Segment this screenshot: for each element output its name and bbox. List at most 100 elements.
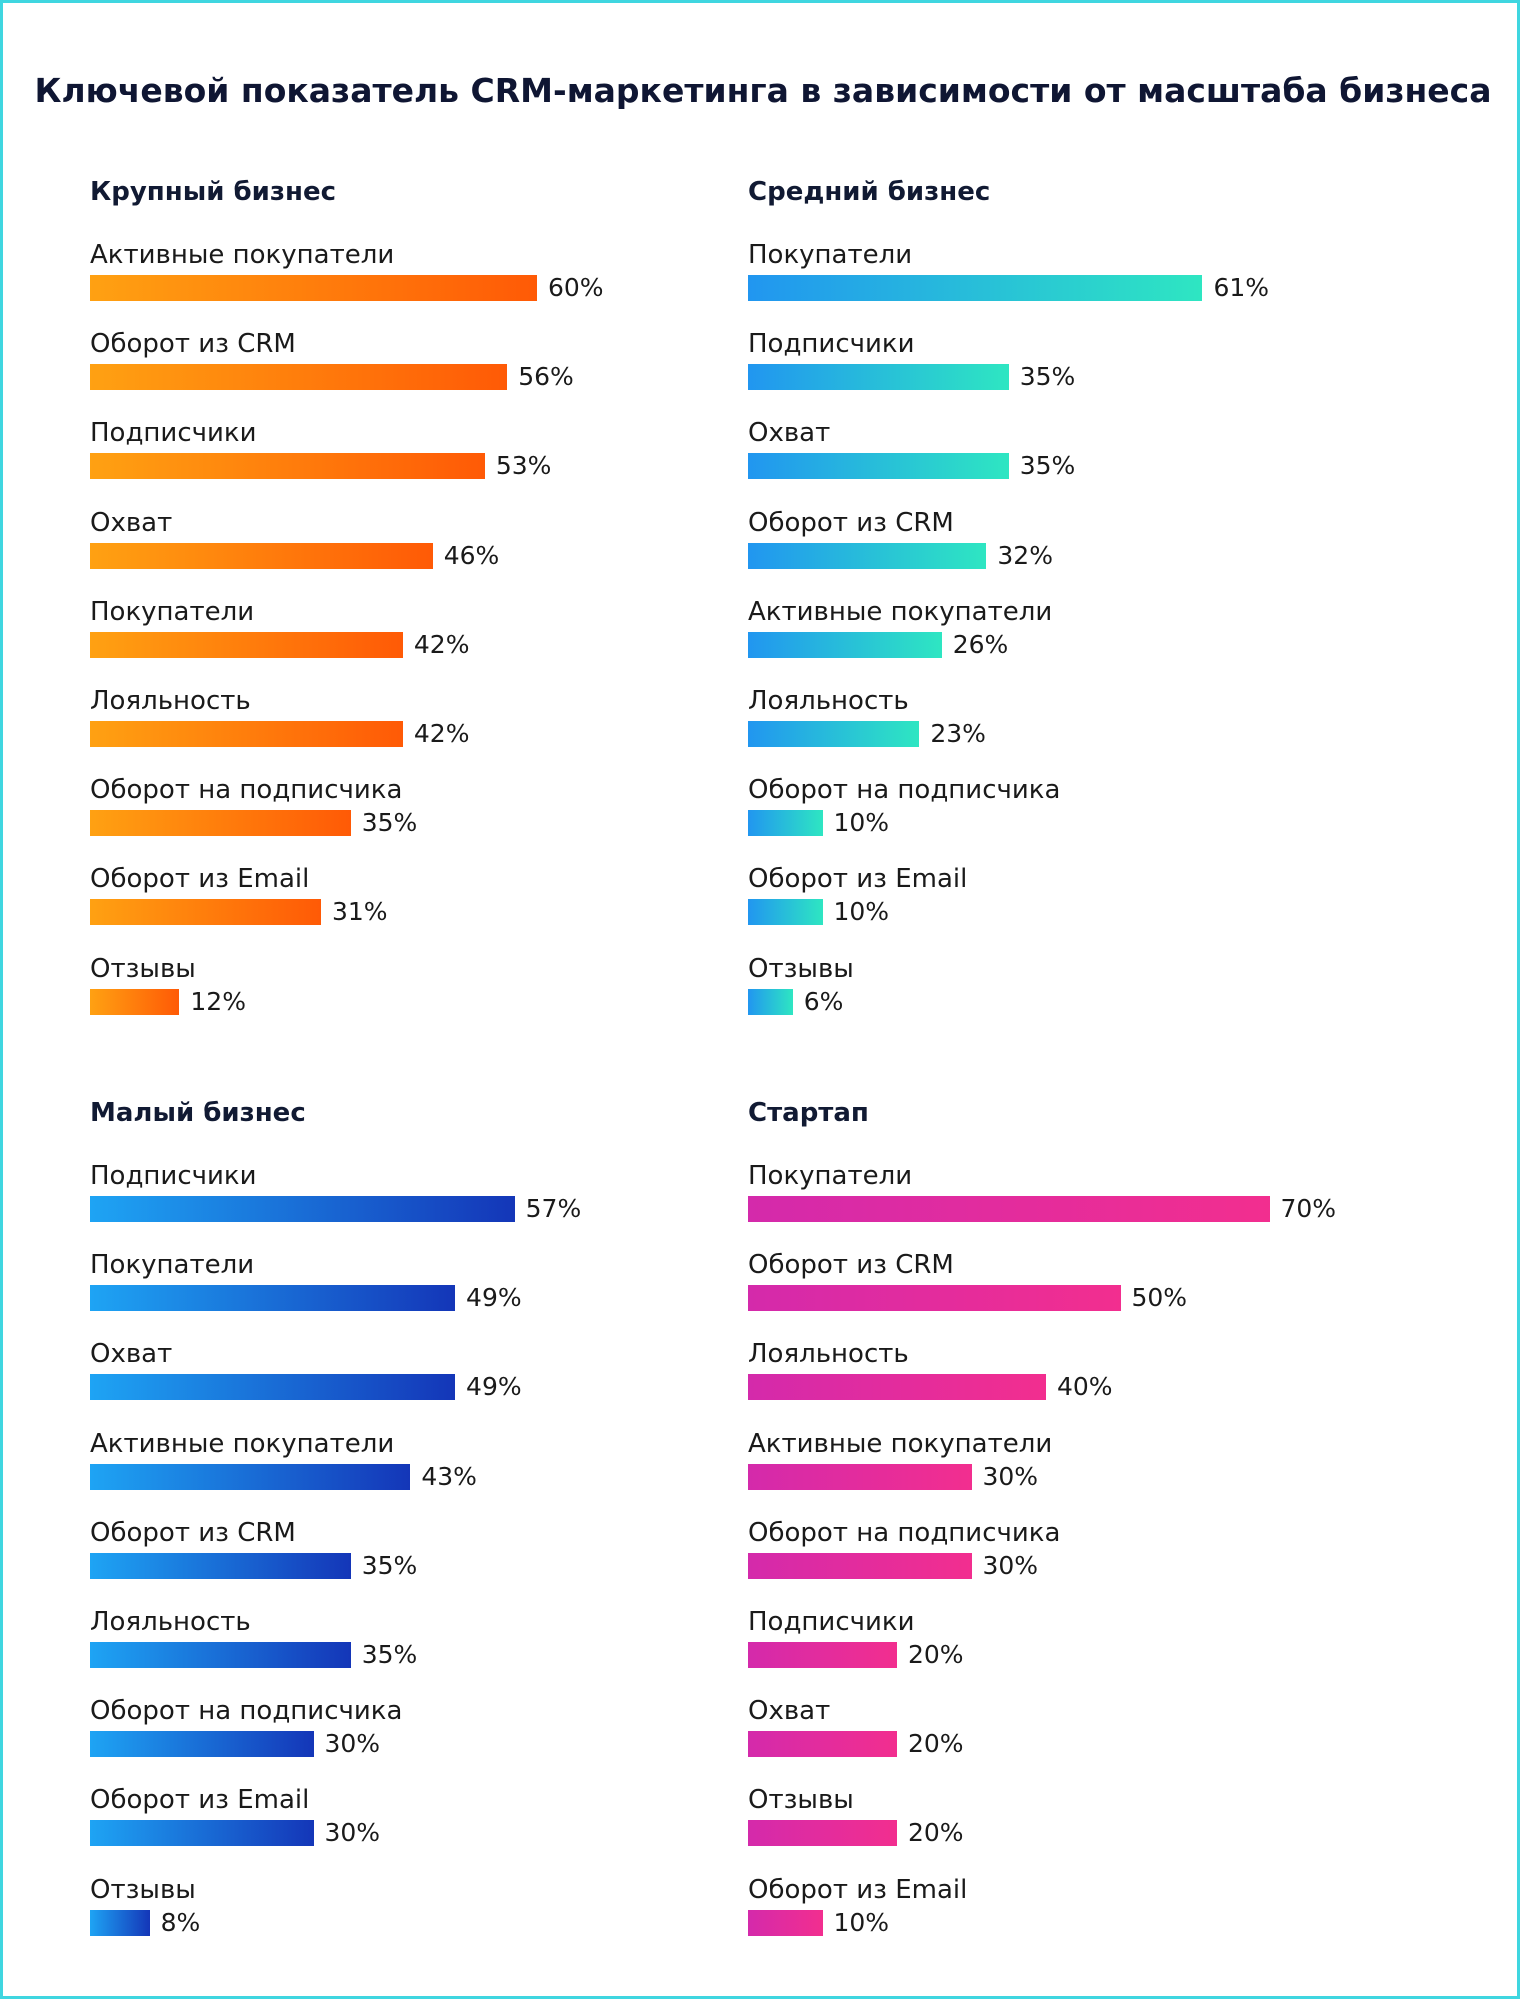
category-label: Лояльность [748, 686, 909, 716]
category-label: Покупатели [90, 596, 255, 627]
value-label: 10% [833, 1907, 890, 1937]
value-label: 20% [908, 1640, 964, 1669]
bar [90, 988, 180, 1015]
bar [90, 542, 433, 569]
category-label: Активные покупатели [748, 596, 1053, 627]
value-label: 50% [1131, 1283, 1188, 1313]
category-label: Охват [748, 418, 831, 449]
value-label: 46% [443, 540, 500, 570]
value-label: 30% [324, 1818, 381, 1848]
value-label: 30% [982, 1461, 1039, 1491]
bar [748, 721, 920, 747]
category-label: Оборот из CRM [748, 507, 954, 538]
bar [748, 1642, 897, 1668]
value-label: 35% [1019, 362, 1076, 392]
bar [90, 1731, 314, 1758]
category-label: Лояльность [90, 1607, 251, 1637]
value-label: 31% [331, 897, 388, 927]
bar [748, 899, 823, 926]
bar [90, 1196, 515, 1222]
value-label: 61% [1213, 273, 1270, 302]
bar [748, 1552, 972, 1579]
value-label: 32% [997, 540, 1053, 570]
value-label: 70% [1280, 1194, 1337, 1223]
bar [748, 1463, 972, 1490]
bar [90, 721, 403, 747]
category-label: Активные покупатели [90, 1428, 395, 1459]
category-label: Оборот из Email [90, 864, 310, 895]
category-label: Оборот из CRM [748, 1250, 954, 1281]
category-label: Покупатели [90, 1250, 255, 1281]
bar [748, 1285, 1121, 1312]
category-label: Отзывы [90, 953, 196, 984]
bar [90, 364, 508, 391]
category-label: Отзывы [748, 953, 854, 984]
value-label: 8% [160, 1907, 201, 1937]
value-label: 30% [324, 1729, 381, 1759]
value-label: 49% [466, 1283, 522, 1313]
bar [90, 1374, 456, 1401]
panel-title: Средний бизнес [748, 177, 991, 207]
bar [90, 1642, 351, 1668]
value-label: 56% [518, 362, 574, 392]
category-label: Покупатели [748, 1161, 913, 1191]
value-label: 30% [982, 1550, 1039, 1580]
value-label: 6% [803, 986, 844, 1016]
bar [748, 1909, 823, 1936]
panel-title: Стартап [748, 1098, 869, 1128]
category-label: Оборот из Email [90, 1785, 310, 1816]
category-label: Охват [90, 1339, 173, 1370]
category-label: Отзывы [748, 1785, 854, 1816]
bar [90, 275, 537, 301]
value-label: 26% [952, 629, 1009, 659]
category-label: Оборот из CRM [90, 1517, 296, 1548]
value-label: 57% [525, 1194, 582, 1223]
bar [90, 1909, 150, 1936]
bar [90, 1820, 314, 1847]
bar [748, 1374, 1046, 1401]
value-label: 42% [413, 629, 470, 659]
bar [90, 1463, 411, 1490]
value-label: 20% [908, 1729, 964, 1759]
category-label: Оборот из CRM [90, 329, 296, 360]
bar [748, 364, 1009, 391]
category-label: Лояльность [748, 1339, 909, 1370]
value-label: 20% [908, 1818, 964, 1848]
bar [90, 899, 321, 926]
chart-title: Ключевой показатель CRM-маркетинга в зав… [34, 71, 1492, 110]
value-label: 49% [466, 1372, 522, 1402]
category-label: Охват [748, 1696, 831, 1727]
bar [748, 631, 942, 658]
category-label: Оборот на подписчика [90, 1696, 403, 1727]
bar [90, 1285, 456, 1312]
category-label: Охват [90, 507, 173, 538]
panel-title: Крупный бизнес [90, 177, 337, 207]
value-label: 60% [548, 273, 604, 302]
bar [90, 810, 351, 837]
value-label: 35% [361, 1640, 418, 1669]
category-label: Оборот на подписчика [748, 1517, 1061, 1548]
category-label: Активные покупатели [748, 1428, 1053, 1459]
panel-title: Малый бизнес [90, 1098, 306, 1128]
value-label: 10% [833, 897, 890, 927]
bar [748, 1731, 897, 1758]
value-label: 35% [1019, 451, 1076, 481]
value-label: 42% [413, 719, 470, 748]
bar [90, 631, 403, 658]
bar [748, 275, 1203, 301]
category-label: Оборот на подписчика [90, 775, 403, 806]
bar [748, 1196, 1270, 1222]
bar [748, 542, 987, 569]
bar [748, 988, 793, 1015]
value-label: 53% [495, 451, 552, 481]
category-label: Покупатели [748, 240, 913, 270]
value-label: 40% [1057, 1372, 1113, 1402]
bar [748, 810, 823, 837]
category-label: Лояльность [90, 686, 251, 716]
value-label: 35% [361, 1550, 418, 1580]
value-label: 10% [833, 808, 890, 838]
category-label: Оборот из Email [748, 864, 968, 895]
bar [748, 1820, 897, 1847]
category-label: Оборот из Email [748, 1874, 968, 1905]
